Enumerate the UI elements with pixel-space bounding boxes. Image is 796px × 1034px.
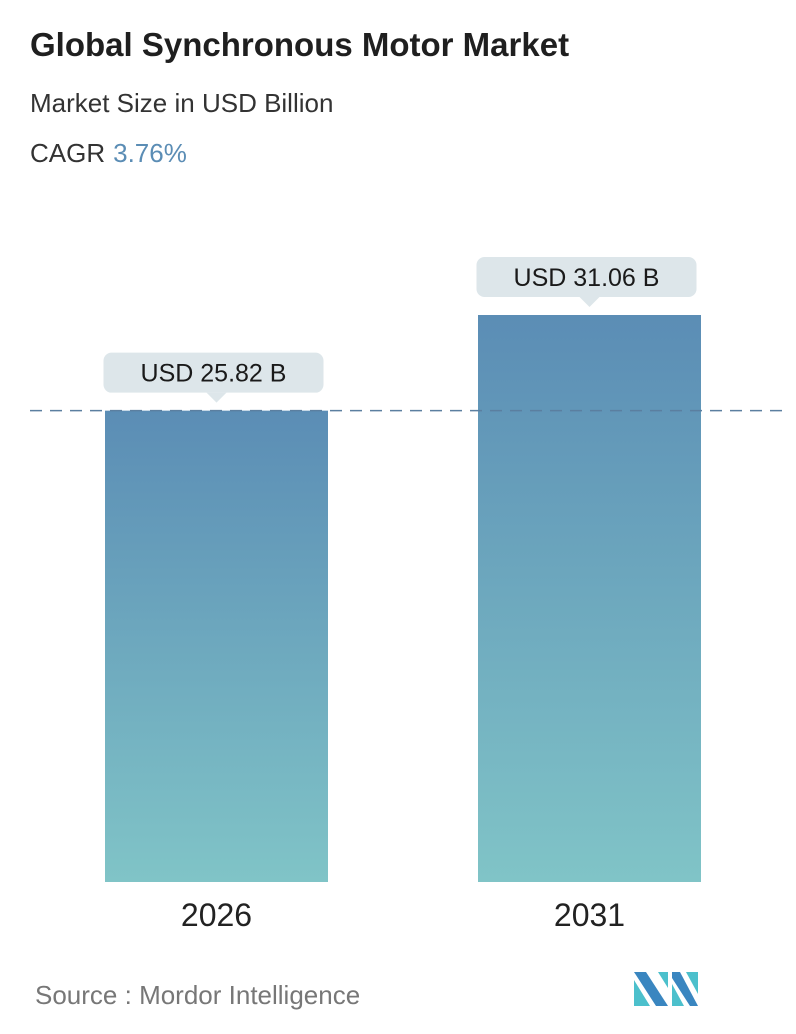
data-label-pointer [579,297,600,307]
chart-title: Global Synchronous Motor Market [30,26,570,63]
cagr-label: CAGR [30,138,106,168]
bar-2026 [105,410,328,882]
cagr: CAGR 3.76% [30,138,187,169]
source: Source : Mordor Intelligence [35,980,360,1011]
x-tick-label: 2031 [554,897,625,933]
source-name: Mordor Intelligence [139,980,361,1010]
bar-chart: USD 25.82 B 2026 USD 31.06 B 2031 [30,257,790,933]
data-label-pointer [206,392,227,403]
source-label: Source : [35,980,132,1010]
x-tick-label: 2026 [181,897,252,933]
mordor-intelligence-logo [634,972,698,1006]
bar-2031 [478,315,701,882]
data-label-bg [476,257,697,297]
data-label: USD 25.82 B [141,360,287,388]
data-label-bg [103,352,324,393]
data-label: USD 31.06 B [514,264,660,292]
cagr-value: 3.76% [113,138,187,168]
chart-subtitle: Market Size in USD Billion [30,88,334,118]
